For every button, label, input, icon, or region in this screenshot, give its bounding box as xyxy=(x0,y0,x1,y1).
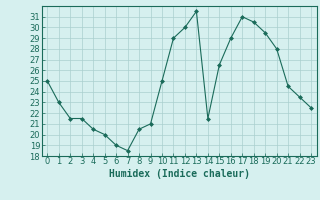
X-axis label: Humidex (Indice chaleur): Humidex (Indice chaleur) xyxy=(109,169,250,179)
